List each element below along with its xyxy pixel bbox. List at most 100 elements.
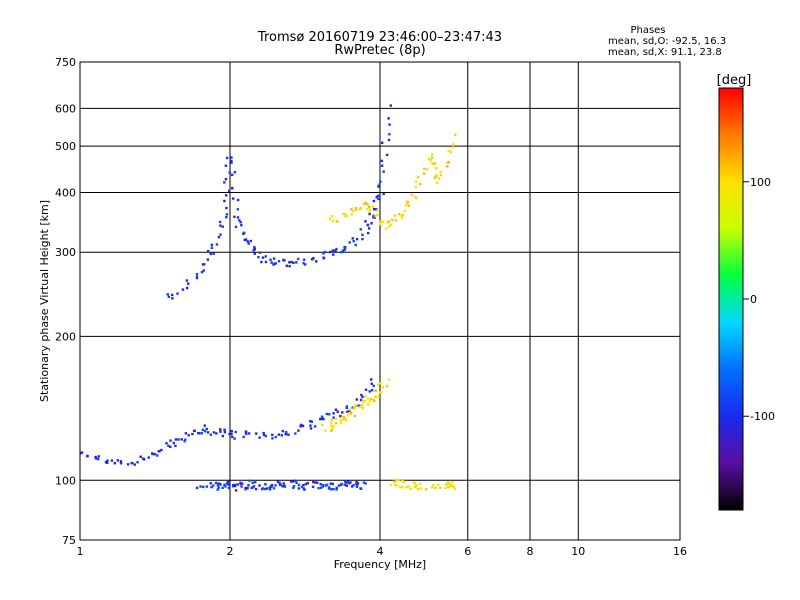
data-point bbox=[314, 425, 317, 428]
data-point bbox=[295, 261, 298, 264]
data-point bbox=[341, 411, 344, 414]
data-point bbox=[180, 438, 183, 441]
data-point bbox=[336, 410, 339, 413]
data-point bbox=[94, 455, 97, 459]
data-point bbox=[355, 208, 358, 212]
data-point bbox=[261, 256, 265, 259]
data-point bbox=[332, 425, 335, 428]
data-point bbox=[323, 250, 327, 254]
data-point bbox=[343, 480, 347, 483]
data-point bbox=[314, 481, 317, 484]
data-point bbox=[368, 210, 372, 213]
data-point bbox=[239, 221, 242, 224]
colorbar-tick-label: 100 bbox=[750, 176, 771, 189]
data-point bbox=[126, 463, 130, 466]
data-point bbox=[277, 433, 281, 436]
grid-lines bbox=[79, 61, 681, 541]
y-tick-label: 600 bbox=[55, 102, 76, 115]
data-point bbox=[364, 201, 367, 204]
data-point bbox=[381, 386, 385, 389]
data-point bbox=[364, 482, 367, 485]
data-point bbox=[350, 411, 353, 414]
data-point bbox=[97, 455, 100, 458]
data-point bbox=[434, 162, 437, 165]
data-point bbox=[378, 183, 381, 186]
data-point bbox=[368, 212, 371, 216]
data-point bbox=[225, 482, 229, 485]
data-point bbox=[446, 161, 449, 164]
data-point bbox=[361, 237, 364, 241]
data-point bbox=[302, 262, 305, 265]
data-point bbox=[388, 133, 391, 136]
data-point bbox=[446, 165, 449, 168]
chart-subtitle: RwPretec (8p) bbox=[334, 43, 425, 58]
data-point bbox=[251, 486, 254, 489]
data-point bbox=[337, 484, 341, 487]
data-point bbox=[324, 429, 327, 432]
data-point bbox=[317, 486, 320, 490]
data-point bbox=[268, 488, 272, 491]
data-point bbox=[209, 482, 212, 485]
data-point bbox=[271, 437, 274, 440]
data-point bbox=[262, 431, 265, 435]
data-point bbox=[225, 215, 228, 219]
data-point bbox=[397, 212, 401, 216]
data-point bbox=[292, 480, 295, 483]
data-point bbox=[446, 480, 450, 484]
data-point bbox=[224, 194, 228, 197]
data-point bbox=[210, 246, 214, 250]
data-point bbox=[361, 406, 365, 410]
data-point bbox=[206, 249, 210, 253]
data-point bbox=[395, 484, 399, 487]
data-point bbox=[184, 432, 188, 435]
data-point bbox=[358, 207, 362, 211]
data-point bbox=[195, 275, 199, 279]
data-point bbox=[345, 214, 348, 218]
data-point bbox=[348, 408, 352, 411]
data-point bbox=[167, 444, 170, 448]
data-point bbox=[381, 220, 385, 224]
data-point bbox=[258, 436, 261, 439]
data-point bbox=[381, 141, 384, 145]
data-point bbox=[278, 483, 282, 487]
data-point bbox=[362, 399, 365, 403]
data-point bbox=[360, 393, 363, 397]
data-point bbox=[445, 483, 448, 486]
data-point bbox=[359, 398, 363, 402]
data-point bbox=[377, 197, 380, 201]
data-point bbox=[363, 400, 367, 403]
data-point bbox=[321, 423, 324, 426]
data-point bbox=[285, 264, 289, 267]
data-point bbox=[340, 482, 343, 486]
data-point bbox=[331, 427, 334, 431]
data-point bbox=[187, 282, 190, 285]
data-point bbox=[185, 279, 189, 282]
data-point bbox=[221, 434, 225, 438]
data-point bbox=[364, 220, 367, 223]
data-point bbox=[243, 231, 246, 235]
data-point bbox=[361, 395, 364, 399]
data-point bbox=[306, 482, 309, 485]
data-point bbox=[342, 249, 345, 252]
data-point bbox=[316, 481, 319, 484]
data-point bbox=[247, 242, 250, 245]
data-point bbox=[264, 434, 268, 438]
colorbar-tick-label: 0 bbox=[750, 293, 757, 306]
data-point bbox=[345, 406, 349, 410]
data-point bbox=[387, 378, 391, 381]
data-point bbox=[352, 407, 356, 410]
data-point bbox=[160, 448, 163, 452]
data-point bbox=[370, 388, 374, 392]
data-point bbox=[335, 486, 338, 490]
data-point bbox=[328, 217, 332, 221]
data-point bbox=[221, 225, 225, 228]
data-point bbox=[223, 199, 226, 203]
data-point bbox=[319, 417, 322, 421]
data-point bbox=[247, 432, 251, 435]
data-point bbox=[349, 412, 352, 416]
data-point bbox=[228, 171, 231, 174]
data-point bbox=[414, 180, 418, 183]
data-point bbox=[370, 382, 373, 385]
data-point bbox=[418, 182, 422, 186]
